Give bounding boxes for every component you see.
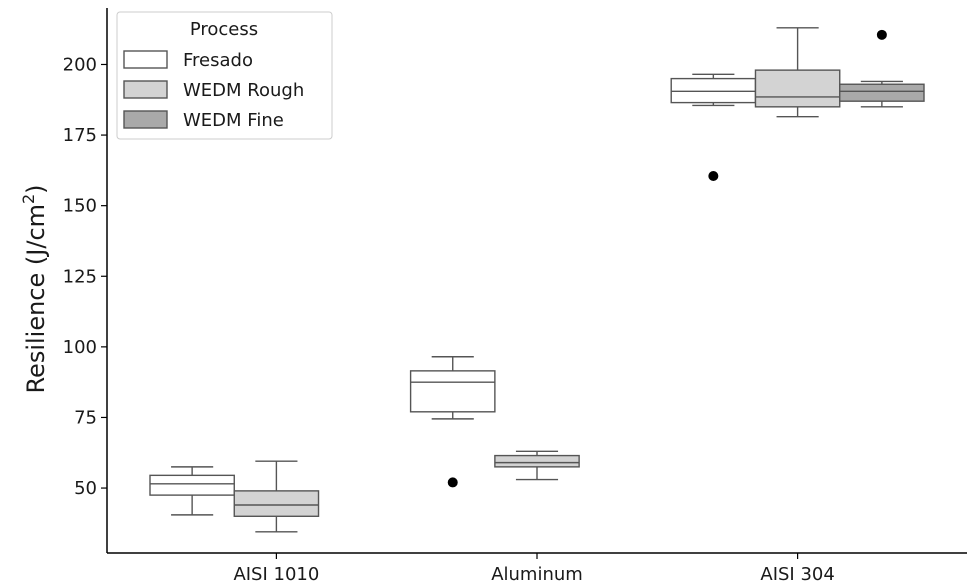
outlier-point (447, 477, 458, 488)
legend-swatch (123, 110, 168, 129)
box-group (409, 356, 496, 488)
box-iqr (494, 454, 580, 468)
y-tick-label: 50 (74, 478, 97, 499)
box-group (670, 73, 757, 182)
x-tick-label: AISI 304 (760, 564, 834, 585)
y-tick-label: 200 (63, 54, 97, 75)
box-iqr (149, 474, 235, 496)
box-group (149, 466, 235, 516)
y-axis-title: Resilience (J/cm2) (19, 184, 50, 393)
legend-label: Fresado (183, 50, 253, 71)
y-tick-label: 150 (63, 196, 97, 217)
y-axis-ticks: 50 75 100 125 150 175 200 (63, 54, 107, 499)
legend-swatch (123, 50, 168, 69)
legend-frame (116, 11, 333, 140)
y-tick-label: 75 (74, 407, 97, 428)
plot-area (149, 27, 925, 533)
box-iqr (409, 370, 496, 413)
y-tick-label: 175 (63, 125, 97, 146)
y-tick-label: 100 (63, 337, 97, 358)
box-iqr (754, 69, 841, 108)
y-tick-label: 125 (63, 266, 97, 287)
x-axis-ticks: AISI 1010 Aluminum AISI 304 (233, 553, 835, 585)
x-tick-label: AISI 1010 (233, 564, 319, 585)
x-tick-label: Aluminum (491, 564, 583, 585)
box-group (839, 29, 925, 108)
box-group (754, 27, 841, 118)
box-group (233, 460, 320, 533)
box-iqr (670, 77, 757, 104)
outlier-point (708, 171, 719, 182)
legend-swatch (123, 80, 168, 99)
outlier-point (876, 29, 887, 40)
legend-label: WEDM Rough (183, 80, 304, 101)
box-iqr (839, 83, 925, 102)
box-iqr (233, 490, 320, 517)
legend-title: Process (190, 19, 258, 40)
legend-entries: Fresado WEDM Rough WEDM Fine (123, 50, 304, 131)
box-group (494, 450, 580, 481)
legend: Process Fresado WEDM Rough WEDM Fine (116, 11, 333, 140)
legend-label: WEDM Fine (183, 110, 284, 131)
